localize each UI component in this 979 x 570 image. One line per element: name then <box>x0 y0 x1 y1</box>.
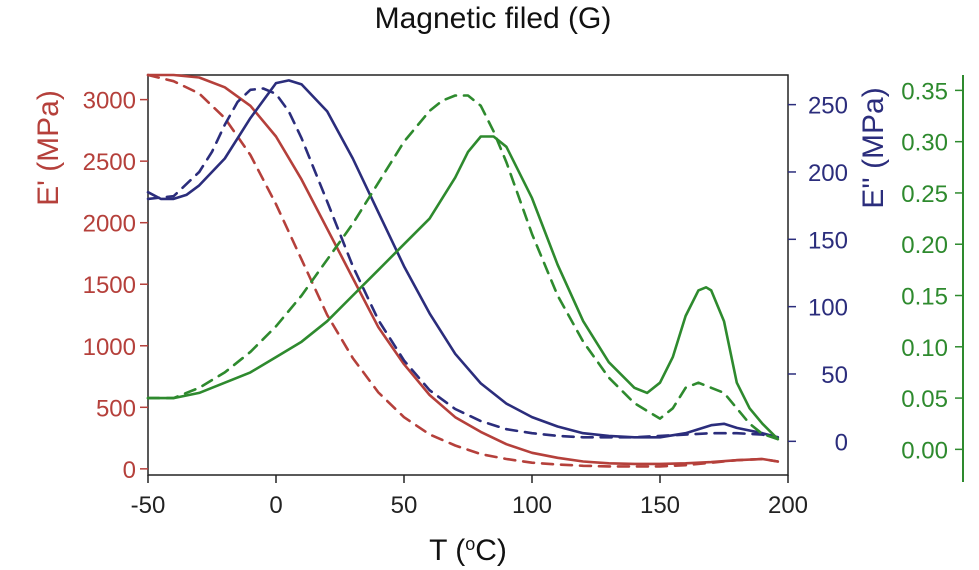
right-y-axis-e-double-prime: 0 50 100 150 200 250 <box>788 93 848 456</box>
x-tick-label: 100 <box>512 492 552 519</box>
right-y-tick-label: 150 <box>808 227 848 254</box>
green-y-tick-label: 0.35 <box>901 78 948 105</box>
x-tick-label: 50 <box>391 492 418 519</box>
right-y-tick-label: 0 <box>835 429 848 456</box>
series-line-1-left-solid <box>146 73 780 466</box>
series-line-4-right1-dashed <box>146 87 780 439</box>
x-tick-label: 150 <box>640 492 680 519</box>
right-y-tick-label: 250 <box>808 93 848 120</box>
left-y-tick-label: 2000 <box>83 211 136 238</box>
green-y-tick-label: 0.25 <box>901 181 948 208</box>
x-tick-label: 0 <box>269 492 282 519</box>
plot-frame <box>147 74 964 482</box>
left-y-axis: 0 500 1000 1500 2000 2500 3000 <box>83 88 148 484</box>
right-y-tick-label: 50 <box>821 362 848 389</box>
left-y-tick-label: 1500 <box>83 272 136 299</box>
series-line-6-right2-dashed <box>146 94 780 441</box>
x-tick-label: -50 <box>131 492 166 519</box>
x-tick-label: 200 <box>768 492 808 519</box>
x-axis-title: T (oC) <box>429 534 507 567</box>
green-y-tick-label: 0.30 <box>901 130 948 157</box>
left-y-axis-title: E' (MPa) <box>32 90 65 206</box>
series-layer <box>146 73 780 468</box>
chart-title: Magnetic filed (G) <box>375 2 612 35</box>
green-y-tick-label: 0.10 <box>901 335 948 362</box>
left-y-tick-label: 3000 <box>83 88 136 115</box>
series-line-3-right1-solid <box>146 79 780 439</box>
series-line-5-right2-solid <box>146 135 780 441</box>
series-line-2-left-dashed <box>146 73 780 468</box>
right-y-axis-title: E'' (MPa) <box>857 87 890 208</box>
green-y-tick-label: 0.20 <box>901 232 948 259</box>
green-y-tick-label: 0.00 <box>901 437 948 464</box>
right-y-axis-green: 0.00 0.05 0.10 0.15 0.20 0.25 0.30 0.35 <box>901 78 963 464</box>
x-axis: -50 0 50 100 150 200 <box>131 475 808 519</box>
right-y-tick-label: 100 <box>808 295 848 322</box>
left-y-tick-label: 500 <box>96 395 136 422</box>
green-y-tick-label: 0.05 <box>901 386 948 413</box>
left-y-tick-label: 0 <box>123 457 136 484</box>
right-y-tick-label: 200 <box>808 160 848 187</box>
left-y-tick-label: 2500 <box>83 149 136 176</box>
left-y-tick-label: 1000 <box>83 334 136 361</box>
green-y-tick-label: 0.15 <box>901 284 948 311</box>
